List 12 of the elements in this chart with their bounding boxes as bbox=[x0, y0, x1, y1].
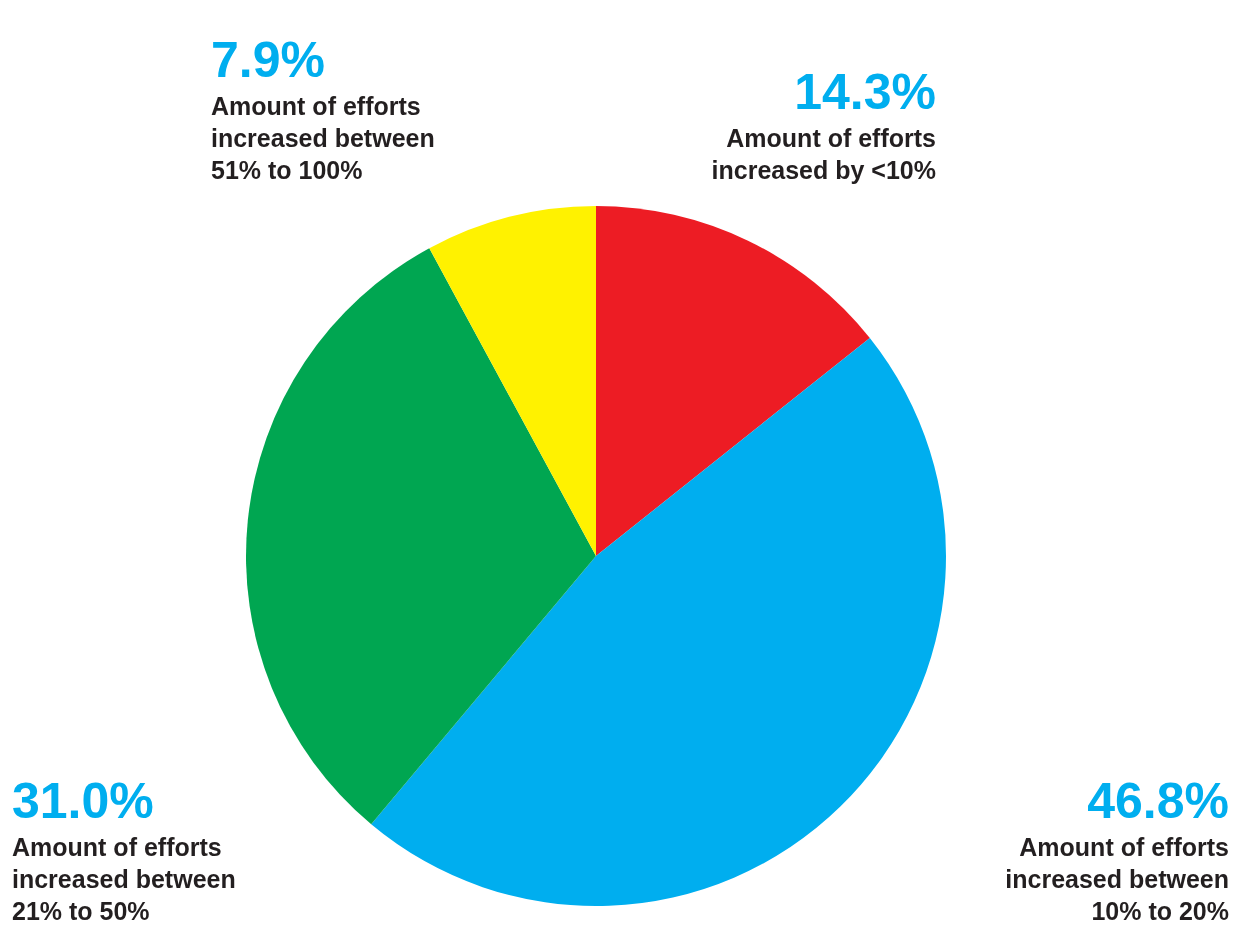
slice-label: Amount of efforts increased between 21% to 50% bbox=[12, 833, 236, 925]
slice-label: Amount of efforts increased between 51% to 100% bbox=[211, 92, 435, 184]
data-label: 46.8% bbox=[1087, 773, 1229, 829]
data-label: 7.9% bbox=[211, 32, 325, 88]
data-label: 31.0% bbox=[12, 773, 154, 829]
pie-slice bbox=[371, 338, 946, 906]
data-label: 14.3% bbox=[794, 64, 936, 120]
pie-slice bbox=[429, 206, 596, 556]
pie-slice bbox=[596, 206, 870, 556]
slice-label: Amount of efforts increased between 10% to 20% bbox=[1005, 833, 1229, 925]
slice-label: Amount of efforts increased by <10% bbox=[711, 124, 936, 184]
pie-slice bbox=[246, 248, 596, 825]
